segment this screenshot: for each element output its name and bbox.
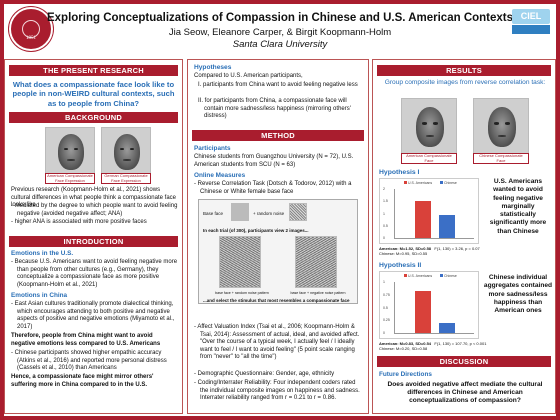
y-tick-label: 0 <box>383 236 385 240</box>
results-header: RESULTS <box>377 65 551 76</box>
therefore-statement: Therefore, people from China might want … <box>11 333 161 347</box>
h1-legend-cn-text: Chinese <box>443 181 457 185</box>
seal-year: 1851 <box>26 36 36 41</box>
middle-column: Hypotheses Compared to U.S. American par… <box>187 59 369 414</box>
h2-stats-f: F(1, 130) = 107.70, p < 0.001 <box>434 341 487 346</box>
emotions-us-title: Emotions in the U.S. <box>11 250 74 257</box>
american-composite-face <box>401 98 457 160</box>
noise-right-caption: base face + negative noise pattern <box>290 291 346 295</box>
left-column: THE PRESENT RESEARCH What does a compass… <box>4 59 183 414</box>
stimulus-right <box>295 236 337 288</box>
emotions-china-bullet-2: - Chinese participants showed higher emp… <box>11 350 167 372</box>
bar-chinese <box>438 322 455 333</box>
hypothesis-2-chart: U.S. Americans Chinese 0 0.25 0.5 0.75 1 <box>379 271 479 339</box>
hypotheses-title: Hypotheses <box>194 64 232 71</box>
y-tick-label: 0 <box>383 331 385 335</box>
h2-stats-chinese: Chinese: M=0.20, SD=0.58 <box>379 346 428 351</box>
poster-title: Exploring Conceptualizations of Compassi… <box>46 12 514 24</box>
ciel-logo: CIEL <box>512 9 550 35</box>
emotions-us-bullet: - Because U.S. Americans want to avoid f… <box>11 259 178 288</box>
hypothesis-1-summary: U.S. Americans wanted to avoid feeling n… <box>489 178 547 235</box>
german-face-label: German Compassionate Face Expression <box>101 173 151 185</box>
select-text: ...and select the stimulus that most res… <box>203 298 350 303</box>
h2-legend-am-text: U.S. Americans <box>407 274 433 278</box>
hypothesis-1-chart: U.S. Americans Chinese 0 0.5 1 1.5 2 <box>379 178 479 244</box>
background-header: BACKGROUND <box>9 112 178 123</box>
present-research-header: THE PRESENT RESEARCH <box>9 65 178 76</box>
future-question: Does avoided negative affect mediate the… <box>387 381 543 405</box>
future-directions-title: Future Directions <box>379 371 432 378</box>
h1-legend-cn: Chinese <box>440 181 457 185</box>
university-seal: 1851 <box>9 7 53 51</box>
american-face-label: American Compassionate Face Expression <box>45 173 95 185</box>
reverse-correlation-task: - Reverse Correlation Task (Dotsch & Tod… <box>194 181 352 195</box>
hypotheses-intro: Compared to U.S. American participants, <box>194 73 303 79</box>
h1-legend-am: U.S. Americans <box>404 181 432 185</box>
research-question: What does a compassionate face look like… <box>12 80 175 108</box>
h2-legend-cn-text: Chinese <box>443 274 457 278</box>
method-header: METHOD <box>192 130 364 141</box>
online-measures-title: Online Measures <box>194 172 246 179</box>
base-face-image <box>231 203 249 221</box>
h1-stats-chinese: Chinese: M=0.95, SD=0.55 <box>379 251 428 256</box>
y-tick-label: 1 <box>383 211 385 216</box>
h2-legend-am: U.S. Americans <box>404 274 432 278</box>
poster-authors: Jia Seow, Eleanore Carper, & Birgit Koop… <box>168 27 392 38</box>
h1-stats-f: F(1, 130) = 3.26, p = 0.07 <box>434 246 480 251</box>
background-text: Previous research (Koopmann-Holm et al.,… <box>11 187 176 209</box>
poster-affiliation: Santa Clara University <box>232 39 328 50</box>
hence-statement: Hence, a compassionate face might mirror… <box>11 374 154 388</box>
y-tick-label: 1 <box>383 280 385 284</box>
bar-u-s-americans <box>414 290 431 333</box>
random-noise-label: + random noise <box>253 211 285 216</box>
bar-chinese <box>438 214 455 238</box>
background-bullet-2: - higher ANA is associated with more pos… <box>11 219 147 225</box>
right-column: RESULTS Group composite images from reve… <box>372 59 556 414</box>
group-composite-title: Group composite images from reverse corr… <box>384 79 546 86</box>
hypothesis-2: II. for participants from China, a compa… <box>198 98 351 120</box>
chinese-composite-label: Chinese Compassionate Face <box>473 153 529 165</box>
hypothesis-1-results-title: Hypothesis I <box>379 169 420 176</box>
poster: 1851 Exploring Conceptualizations of Com… <box>4 4 556 416</box>
h2-legend-cn: Chinese <box>440 274 457 278</box>
trial-text: In each trial (of 300), participants vie… <box>203 228 309 233</box>
h1-legend-am-text: U.S. Americans <box>407 181 433 185</box>
affect-valuation-index: - Affect Valuation Index (Tsai et al., 2… <box>194 324 360 361</box>
logo-text: CIEL <box>520 11 542 21</box>
discussion-header: DISCUSSION <box>377 356 551 367</box>
american-face-image <box>45 127 95 179</box>
german-face-image <box>101 127 151 179</box>
y-tick-label: 0.5 <box>383 223 388 228</box>
american-composite-label: American Compassionate Face <box>401 153 457 165</box>
y-tick-label: 0.5 <box>383 305 388 310</box>
hypothesis-1: I. participants from China want to avoid… <box>198 82 358 88</box>
noise-image <box>289 203 307 221</box>
hypothesis-2-summary: Chinese individual aggregates contained … <box>483 274 553 315</box>
background-bullet-1: - mediated by the degree to which people… <box>11 203 178 217</box>
participants-text: Chinese students from Guangzhou Universi… <box>194 154 354 168</box>
participants-title: Participants <box>194 145 231 152</box>
y-tick-label: 0.25 <box>383 318 390 323</box>
poster-header: 1851 Exploring Conceptualizations of Com… <box>4 4 556 56</box>
stimulus-left <box>219 236 261 288</box>
emotions-china-title: Emotions in China <box>11 292 68 299</box>
coding-reliability: - Coding/Interrater Reliability: Four in… <box>194 380 360 402</box>
h1-plot-area: 0 0.5 1 1.5 2 <box>383 187 474 240</box>
chinese-composite-face <box>473 98 529 160</box>
emotions-china-bullet-1: - East Asian cultures traditionally prom… <box>11 301 175 330</box>
bar-u-s-americans <box>414 200 431 238</box>
noise-left-caption: base face + random noise pattern <box>215 291 269 295</box>
base-face-label: Base face <box>203 211 224 216</box>
h1-stats-american: American: M=1.52, SD=0.58 F(1, 130) = 3.… <box>379 246 480 251</box>
y-tick-label: 2 <box>383 187 385 191</box>
h2-stats-american: American: M=0.83, SD=0.54 F(1, 130) = 10… <box>379 341 487 346</box>
demographic-questionnaire: - Demographic Questionnaire: Gender, age… <box>194 371 335 377</box>
reverse-correlation-diagram: Base face + random noise In each trial (… <box>198 199 358 304</box>
y-tick-label: 1.5 <box>383 199 388 204</box>
introduction-header: INTRODUCTION <box>9 236 178 247</box>
hypothesis-2-results-title: Hypothesis II <box>379 262 422 269</box>
y-tick-label: 0.75 <box>383 292 390 297</box>
h2-plot-area: 0 0.25 0.5 0.75 1 <box>383 280 474 335</box>
